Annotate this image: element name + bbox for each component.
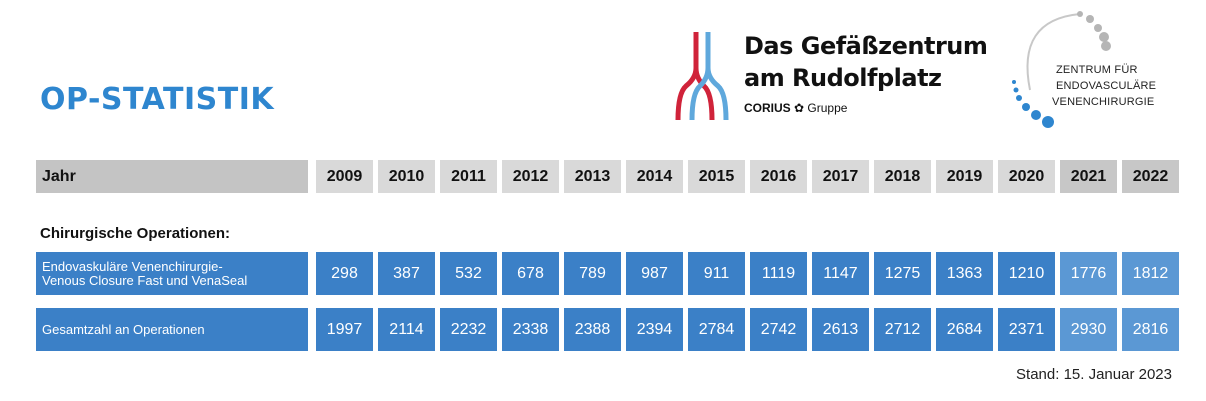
table-cell: 2114: [378, 308, 435, 351]
table-cell: 2371: [998, 308, 1055, 351]
year-header: 2021: [1060, 160, 1117, 193]
logo2-line-2: ENDOVASCULÄRE: [1056, 80, 1157, 92]
table-cell: 2338: [502, 308, 559, 351]
table-cell: 1812: [1122, 252, 1179, 295]
table-cell: 2684: [936, 308, 993, 351]
logo-line-1: Das Gefäßzentrum: [744, 32, 988, 60]
logo-line-2: am Rudolfplatz: [744, 64, 942, 92]
section-title: Chirurgische Operationen:: [40, 225, 231, 242]
brand-line: CORIUS ✿ Gruppe: [744, 101, 847, 115]
row-label: Gesamtzahl an Operationen: [36, 308, 308, 351]
brand-name: CORIUS: [744, 101, 791, 115]
gefaesszentrum-logo: Das Gefäßzentrum am Rudolfplatz CORIUS ✿…: [670, 28, 988, 124]
row-label: Endovaskuläre Venenchirurgie- Venous Clo…: [36, 252, 308, 295]
table-cell: 387: [378, 252, 435, 295]
year-header: 2014: [626, 160, 683, 193]
table-cell: 2232: [440, 308, 497, 351]
year-header: 2015: [688, 160, 745, 193]
vessel-icon: [675, 32, 729, 121]
table-cell: 2712: [874, 308, 931, 351]
year-header: 2012: [502, 160, 559, 193]
row-label-line-1: Gesamtzahl an Operationen: [42, 321, 205, 337]
table-cell: 2784: [688, 308, 745, 351]
table-cell: 678: [502, 252, 559, 295]
table-cell: 789: [564, 252, 621, 295]
year-header: 2018: [874, 160, 931, 193]
year-header: 2010: [378, 160, 435, 193]
year-header: 2019: [936, 160, 993, 193]
table-cell: 2816: [1122, 308, 1179, 351]
year-header: 2011: [440, 160, 497, 193]
year-header: 2013: [564, 160, 621, 193]
page-title: OP-STATISTIK: [40, 82, 275, 117]
table-cell: 987: [626, 252, 683, 295]
table-cell: 911: [688, 252, 745, 295]
year-header: 2016: [750, 160, 807, 193]
table-cell: 2394: [626, 308, 683, 351]
table-cell: 1776: [1060, 252, 1117, 295]
logo2-line-1: ZENTRUM FÜR: [1056, 64, 1138, 76]
table-row: Gesamtzahl an Operationen 1997 2114 2232…: [36, 308, 1179, 351]
table-cell: 1997: [316, 308, 373, 351]
table-cell: 2930: [1060, 308, 1117, 351]
endovascular-center-logo: ZENTRUM FÜR ENDOVASCULÄRE VENENCHIRURGIE: [1000, 10, 1170, 135]
table-cell: 298: [316, 252, 373, 295]
table-cell: 1119: [750, 252, 807, 295]
table-cell: 2742: [750, 308, 807, 351]
table-cell: 1363: [936, 252, 993, 295]
brand-suffix: Gruppe: [807, 101, 848, 115]
table-cell: 1147: [812, 252, 869, 295]
table-cell: 2613: [812, 308, 869, 351]
row-label-line-2: Venous Closure Fast und VenaSeal: [42, 272, 248, 288]
year-header: 2009: [316, 160, 373, 193]
year-header: 2022: [1122, 160, 1179, 193]
table-cell: 2388: [564, 308, 621, 351]
table-row: Endovaskuläre Venenchirurgie- Venous Clo…: [36, 252, 1179, 295]
header-label: Jahr: [36, 160, 308, 193]
row-label-line-1: Endovaskuläre Venenchirurgie-: [42, 258, 223, 274]
last-updated-note: Stand: 15. Januar 2023: [1016, 366, 1172, 383]
table-cell: 1275: [874, 252, 931, 295]
table-header-row: Jahr 2009 2010 2011 2012 2013 2014 2015 …: [36, 160, 1179, 193]
logo2-line-3: VENENCHIRURGIE: [1052, 96, 1155, 108]
year-header: 2020: [998, 160, 1055, 193]
table-cell: 1210: [998, 252, 1055, 295]
year-header: 2017: [812, 160, 869, 193]
brand-mark-icon: ✿: [794, 101, 805, 115]
arc-dots-icon: [1012, 11, 1111, 128]
table-cell: 532: [440, 252, 497, 295]
